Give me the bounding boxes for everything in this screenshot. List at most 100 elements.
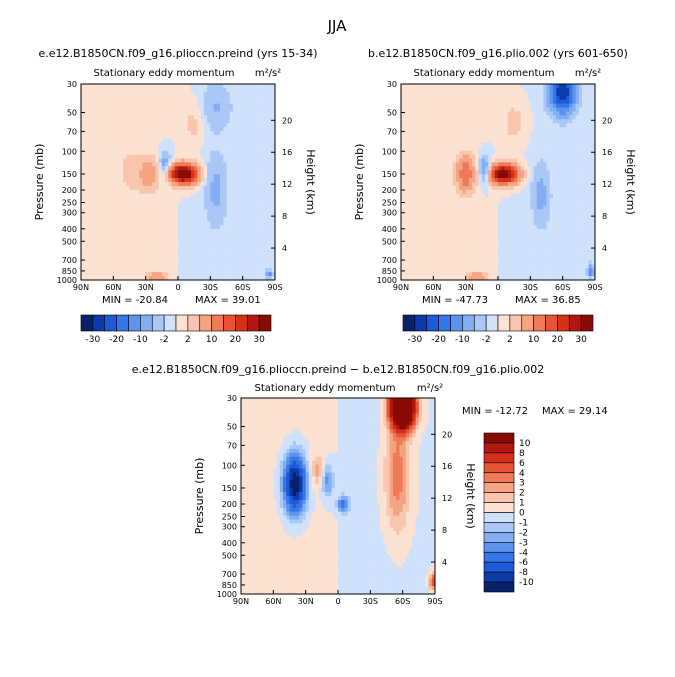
panel-1-cell: [216, 178, 221, 183]
panel-1-cell: [100, 189, 105, 195]
panel-1-cell: [232, 87, 237, 93]
panel-1-cell: [139, 264, 143, 269]
panel-1-cell: [268, 232, 273, 238]
panel-2-cell: [565, 111, 570, 116]
panel-1-cell: [197, 276, 202, 281]
panel-1-cell: [210, 127, 215, 132]
panel-2-cell: [430, 95, 434, 101]
panel-1-cell: [239, 119, 244, 124]
panel-1-cell: [161, 260, 166, 265]
panel-1-cell: [194, 260, 198, 265]
panel-1-cell: [87, 236, 92, 242]
panel-1-cell: [139, 115, 143, 120]
panel-1-cell: [194, 127, 198, 132]
panel-1-cell: [226, 95, 231, 101]
panel-2-cell: [426, 91, 431, 97]
panel-1-cell: [268, 127, 273, 132]
panel-1-cell: [116, 150, 121, 156]
panel-2-cell: [423, 107, 428, 112]
panel-2-cell: [498, 99, 502, 105]
panel-2-cell: [417, 162, 421, 167]
panel-2-cell: [404, 84, 408, 89]
panel-2-cell: [468, 99, 473, 105]
panel-1-cell: [139, 166, 143, 171]
panel-1-cell: [216, 185, 221, 191]
panel-1-cell: [232, 260, 237, 265]
panel-2-cell: [520, 182, 525, 187]
panel-2-cell: [523, 115, 528, 120]
panel-2-cell: [443, 84, 447, 89]
panel-2-cell: [465, 174, 470, 179]
panel-2-cell: [417, 115, 421, 120]
panel-1-cell: [268, 162, 273, 167]
panel-2-cell: [446, 182, 450, 187]
panel-1-cell: [110, 236, 114, 242]
panel-2-cell: [462, 201, 467, 207]
panel-2-cell: [468, 154, 473, 159]
panel-2-cell: [533, 107, 538, 112]
panel-2-cell: [543, 119, 547, 124]
panel-2-cell: [552, 185, 557, 191]
panel-1-cell: [178, 142, 182, 148]
panel-1-cell: [255, 217, 260, 222]
panel-1-cell: [81, 99, 85, 105]
panel-1-cell: [119, 244, 124, 250]
panel-2-cell: [572, 111, 577, 116]
panel-1-cell: [187, 138, 192, 144]
panel-1-cell: [194, 99, 198, 105]
panel-2-cell: [404, 178, 408, 183]
panel-1-cell: [187, 123, 192, 128]
panel-1-cell: [242, 123, 247, 128]
panel-1-cell: [178, 185, 182, 191]
panel-2-cell: [452, 99, 457, 105]
panel-1-cell: [178, 213, 182, 218]
panel-1-cell: [97, 221, 101, 226]
panel-2-cell: [540, 185, 544, 191]
panel-2-cell: [507, 205, 512, 210]
panel-1-cell: [207, 268, 211, 273]
panel-1-cell: [81, 166, 85, 171]
panel-2-cell: [546, 146, 551, 152]
panel-2-cell: [527, 170, 531, 175]
panel-2-cell: [520, 103, 525, 109]
panel-1-cell: [210, 178, 215, 183]
panel-1-cell: [239, 111, 244, 116]
panel-1-cell: [84, 131, 88, 136]
panel-2-cell: [552, 95, 557, 101]
panel-2-cell: [575, 84, 580, 89]
panel-1-cell: [197, 178, 202, 183]
panel-1-cell: [242, 189, 247, 195]
panel-2-cell: [443, 99, 447, 105]
panel-2-cell: [530, 107, 535, 112]
panel-1-cell: [249, 229, 253, 234]
panel-1-cell: [129, 252, 134, 257]
panel-1-cell: [142, 189, 147, 195]
panel-1-cell: [161, 115, 166, 120]
panel-1-cell: [262, 84, 266, 89]
panel-2-cell: [585, 193, 590, 199]
panel-1-cell: [90, 272, 95, 277]
panel-1-colorbar-swatch: [187, 314, 201, 332]
panel-1-cell: [100, 276, 105, 281]
panel-1-cell: [142, 201, 147, 207]
panel-1-cell: [216, 229, 221, 234]
panel-2-cell: [504, 99, 509, 105]
panel-2-cell: [430, 103, 434, 109]
panel-1-cell: [239, 272, 244, 277]
panel-1-cell: [93, 150, 98, 156]
panel-2-cell: [501, 205, 505, 210]
panel-2-cell: [449, 189, 454, 195]
panel-1-cell: [210, 115, 215, 120]
panel-2-cell: [439, 205, 444, 210]
panel-1-xtick-label: 0: [175, 283, 180, 292]
panel-2-cell: [556, 95, 560, 101]
panel-1-cell: [187, 87, 192, 93]
panel-1-cell: [203, 107, 208, 112]
panel-1-cell: [132, 87, 137, 93]
panel-1-cell: [90, 115, 95, 120]
panel-1-cell: [119, 264, 124, 269]
panel-2-cell: [582, 91, 586, 97]
panel-1-cell: [210, 272, 215, 277]
panel-2-cell: [488, 134, 493, 140]
panel-1-cell: [116, 182, 121, 187]
